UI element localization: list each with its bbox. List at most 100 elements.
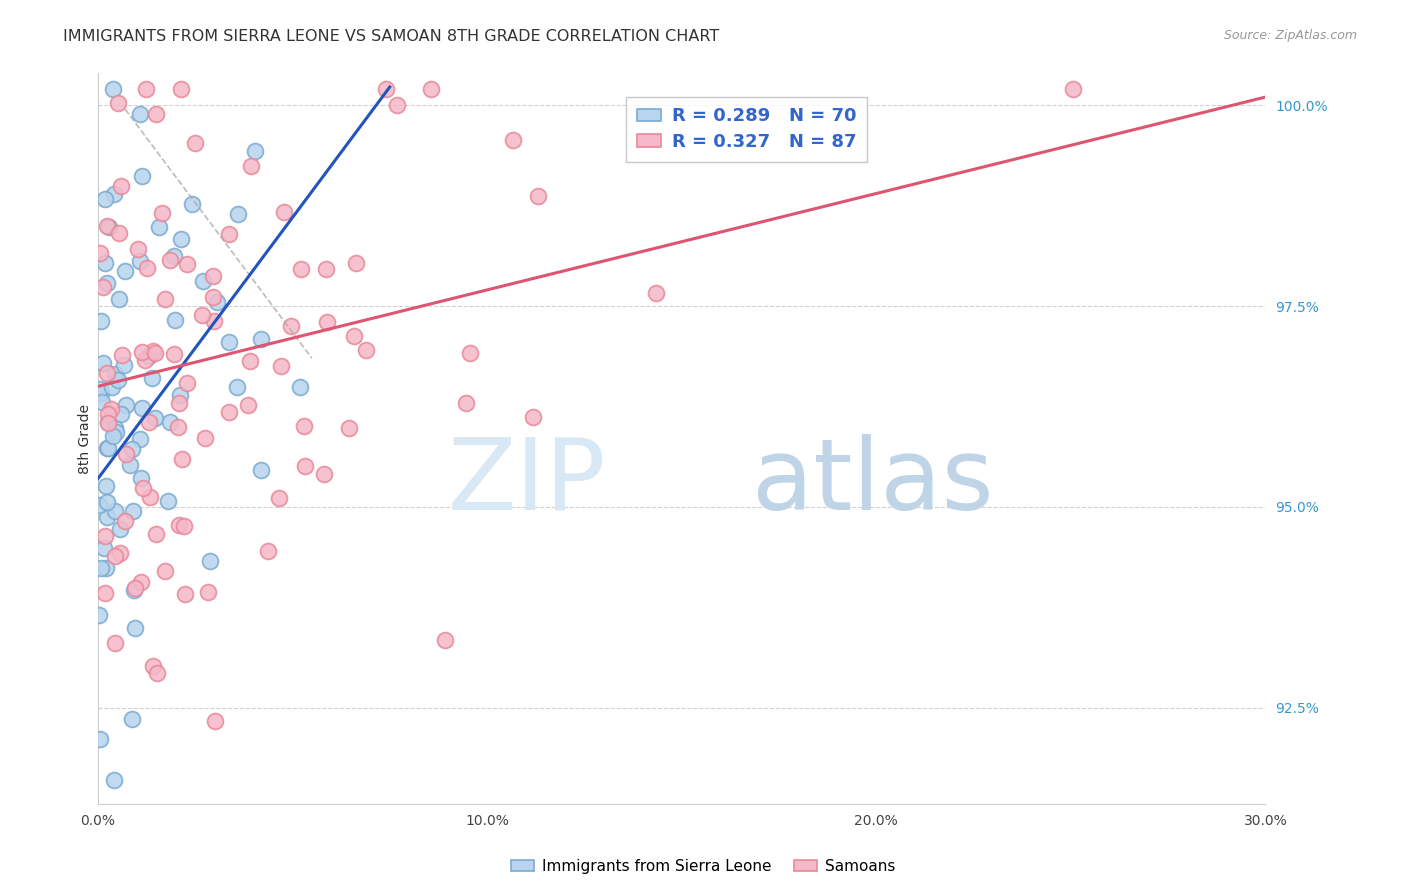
Point [94, 192, 117, 206]
Point [138, 349, 160, 363]
Point [159, 252, 181, 267]
Point [93, 541, 115, 556]
Point [419, 82, 441, 96]
Text: Source: ZipAtlas.com: Source: ZipAtlas.com [1223, 29, 1357, 42]
Point [91, 355, 114, 369]
Point [94, 479, 117, 493]
Point [104, 421, 127, 435]
Point [174, 587, 197, 601]
Y-axis label: 8th Grade: 8th Grade [79, 403, 93, 474]
Point [94, 256, 117, 270]
Point [218, 405, 240, 419]
Point [94, 586, 117, 600]
Point [112, 358, 135, 372]
Point [344, 256, 367, 270]
Point [110, 408, 132, 422]
Point [170, 82, 193, 96]
Point [225, 380, 247, 394]
Point [101, 380, 124, 394]
Point [218, 335, 240, 350]
Point [131, 169, 153, 183]
Point [129, 471, 152, 485]
Point [103, 773, 125, 788]
Point [434, 633, 457, 648]
Point [111, 348, 134, 362]
Point [103, 186, 125, 201]
Point [191, 308, 214, 322]
Point [108, 226, 131, 240]
Point [270, 359, 292, 373]
Point [90, 560, 112, 574]
Point [176, 376, 198, 390]
Point [354, 343, 377, 357]
Point [142, 343, 165, 358]
Point [104, 549, 127, 563]
Point [458, 346, 481, 360]
Point [134, 353, 156, 368]
Point [280, 319, 302, 334]
Point [115, 398, 138, 412]
Point [290, 380, 312, 394]
Point [1062, 82, 1084, 96]
Point [96, 441, 118, 455]
Point [124, 621, 146, 635]
Point [96, 219, 118, 234]
Point [121, 442, 143, 456]
Point [250, 462, 273, 476]
Point [522, 409, 544, 424]
Point [167, 518, 190, 533]
Point [239, 354, 262, 368]
Point [127, 242, 149, 256]
Point [132, 481, 155, 495]
Point [343, 329, 366, 343]
Point [250, 332, 273, 346]
Legend: Immigrants from Sierra Leone, Samoans: Immigrants from Sierra Leone, Samoans [505, 853, 901, 880]
Point [138, 415, 160, 429]
Point [294, 459, 316, 474]
Point [176, 257, 198, 271]
Point [180, 197, 202, 211]
Point [273, 204, 295, 219]
Point [90, 385, 112, 400]
Point [167, 396, 190, 410]
Point [162, 249, 184, 263]
Point [155, 564, 177, 578]
Text: ZIP: ZIP [447, 434, 606, 531]
Point [108, 522, 131, 536]
Point [89, 498, 111, 512]
Point [100, 402, 122, 417]
Point [173, 519, 195, 533]
Point [96, 510, 118, 524]
Point [292, 419, 315, 434]
Point [121, 712, 143, 726]
Point [148, 220, 170, 235]
Point [114, 263, 136, 277]
Point [114, 514, 136, 528]
Point [129, 254, 152, 268]
Point [89, 382, 111, 396]
Point [245, 144, 267, 158]
Point [150, 206, 173, 220]
Point [98, 219, 121, 234]
Point [97, 417, 120, 431]
Point [184, 136, 207, 150]
Point [202, 290, 225, 304]
Point [96, 366, 118, 380]
Point [108, 546, 131, 560]
Legend: R = 0.289   N = 70, R = 0.327   N = 87: R = 0.289 N = 70, R = 0.327 N = 87 [627, 96, 868, 161]
Point [96, 276, 118, 290]
Point [94, 528, 117, 542]
Point [131, 574, 153, 589]
Point [104, 504, 127, 518]
Point [141, 371, 163, 385]
Point [502, 133, 524, 147]
Point [145, 527, 167, 541]
Point [139, 490, 162, 504]
Point [170, 232, 193, 246]
Point [110, 178, 132, 193]
Point [162, 346, 184, 360]
Point [108, 292, 131, 306]
Point [337, 421, 360, 435]
Point [101, 82, 124, 96]
Text: IMMIGRANTS FROM SIERRA LEONE VS SAMOAN 8TH GRADE CORRELATION CHART: IMMIGRANTS FROM SIERRA LEONE VS SAMOAN 8… [63, 29, 720, 44]
